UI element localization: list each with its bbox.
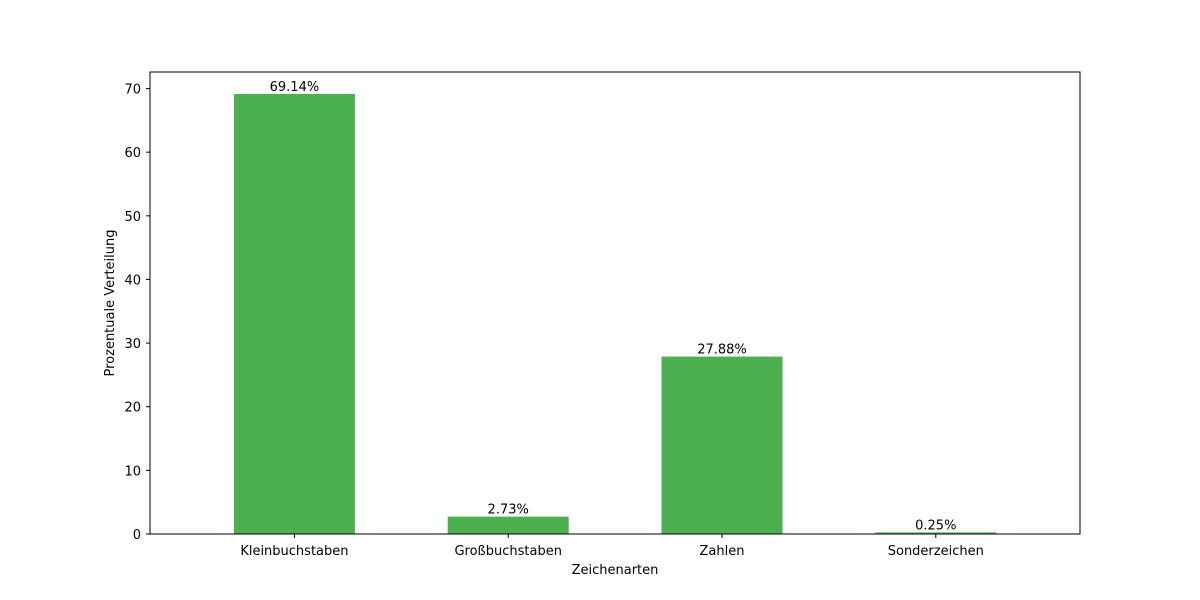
y-tick-label-2: 20 — [124, 401, 141, 416]
bar-0 — [233, 94, 355, 534]
x-tick-label-3: Sonderzeichen — [888, 544, 984, 559]
data-label-0: 69.14% — [270, 80, 320, 95]
y-axis: 0 10 20 30 40 50 60 70 — [124, 83, 150, 543]
bars-layer — [233, 94, 997, 534]
plot-area-frame — [149, 71, 1081, 535]
y-tick-label-4: 40 — [124, 273, 141, 288]
bar-1 — [447, 516, 569, 534]
x-tick-label-0: Kleinbuchstaben — [240, 544, 348, 559]
x-tick-label-1: Großbuchstaben — [454, 544, 561, 559]
y-tick-label-6: 60 — [124, 146, 141, 161]
x-axis: Kleinbuchstaben Großbuchstaben Zahlen Sonde… — [240, 534, 984, 559]
y-axis-title: Prozentuale Verteilung — [103, 229, 118, 376]
data-labels-layer: 69.14% 2.73% 27.88% 0.25% — [270, 80, 957, 533]
x-axis-title: Zeichenarten — [572, 563, 659, 578]
x-tick-label-2: Zahlen — [700, 544, 745, 559]
bar-2 — [661, 356, 783, 534]
data-label-3: 0.25% — [915, 518, 956, 533]
data-label-2: 27.88% — [697, 343, 747, 358]
data-label-1: 2.73% — [488, 503, 529, 518]
bar-3 — [875, 532, 997, 534]
y-tick-label-1: 10 — [124, 464, 141, 479]
y-tick-label-0: 0 — [133, 528, 141, 543]
y-tick-label-5: 50 — [124, 210, 141, 225]
y-tick-label-7: 70 — [124, 83, 141, 98]
y-tick-label-3: 30 — [124, 337, 141, 352]
